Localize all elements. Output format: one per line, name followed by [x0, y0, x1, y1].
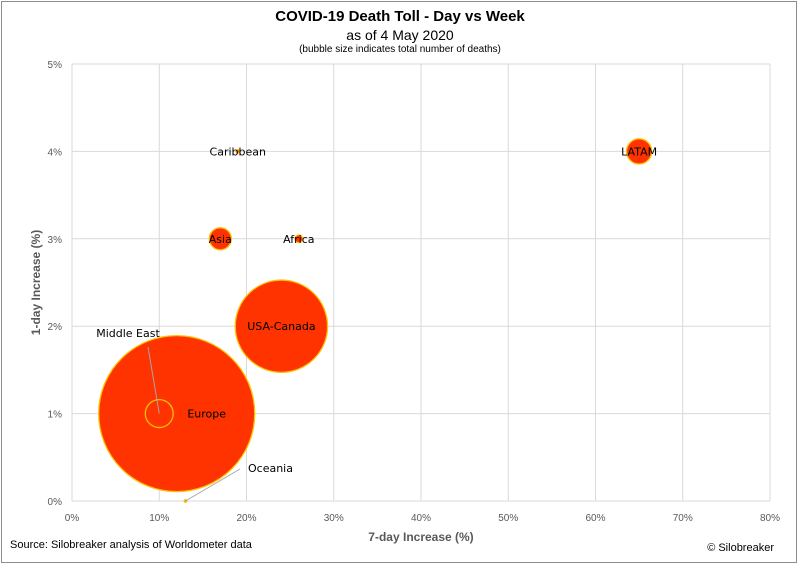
chart-note: (bubble size indicates total number of d…	[299, 44, 501, 55]
chart-subtitle: as of 4 May 2020	[346, 27, 454, 43]
bubble-caribbean	[235, 149, 241, 154]
x-tick-label: 60%	[585, 513, 605, 524]
x-tick-label: 70%	[673, 513, 693, 524]
x-axis-title: 7-day Increase (%)	[368, 530, 473, 544]
leader-line-middle-east	[147, 346, 160, 414]
source-note: Source: Silobreaker analysis of Worldome…	[10, 539, 252, 551]
bubble-label-middle-east: Middle East	[96, 327, 160, 340]
bubble-label-asia: Asia	[209, 233, 232, 246]
y-tick-label: 1%	[48, 410, 63, 421]
y-tick-label: 3%	[48, 235, 63, 246]
bubble-latam	[625, 138, 653, 165]
y-tick-label: 0%	[48, 497, 63, 508]
y-axis-title: 1-day Increase (%)	[29, 230, 43, 335]
bubble-europe	[98, 334, 256, 493]
x-tick-label: 0%	[65, 513, 80, 524]
bubble-asia	[208, 227, 233, 251]
bubble-label-europe: Europe	[187, 408, 226, 421]
x-tick-label: 80%	[760, 513, 780, 524]
bubble-label-africa: Africa	[283, 233, 314, 246]
x-tick-label: 40%	[411, 513, 431, 524]
bubble-label-caribbean: Caribbean	[210, 145, 266, 158]
bubble-africa	[294, 234, 304, 244]
bubble-label-oceania: Oceania	[248, 462, 293, 475]
x-tick-label: 20%	[236, 513, 256, 524]
copyright-note: © Silobreaker	[707, 542, 774, 554]
y-tick-label: 4%	[48, 147, 63, 158]
bubble-label-latam: LATAM	[621, 145, 657, 158]
x-tick-label: 50%	[498, 513, 518, 524]
bubble-usa-canada	[234, 279, 329, 373]
leader-line-oceania	[185, 468, 241, 502]
chart-title: COVID-19 Death Toll - Day vs Week	[275, 8, 525, 25]
bubble-label-usa-canada: USA-Canada	[247, 320, 315, 333]
x-tick-label: 10%	[149, 513, 169, 524]
y-tick-label: 5%	[48, 60, 63, 71]
y-tick-label: 2%	[48, 322, 63, 333]
x-tick-label: 30%	[324, 513, 344, 524]
